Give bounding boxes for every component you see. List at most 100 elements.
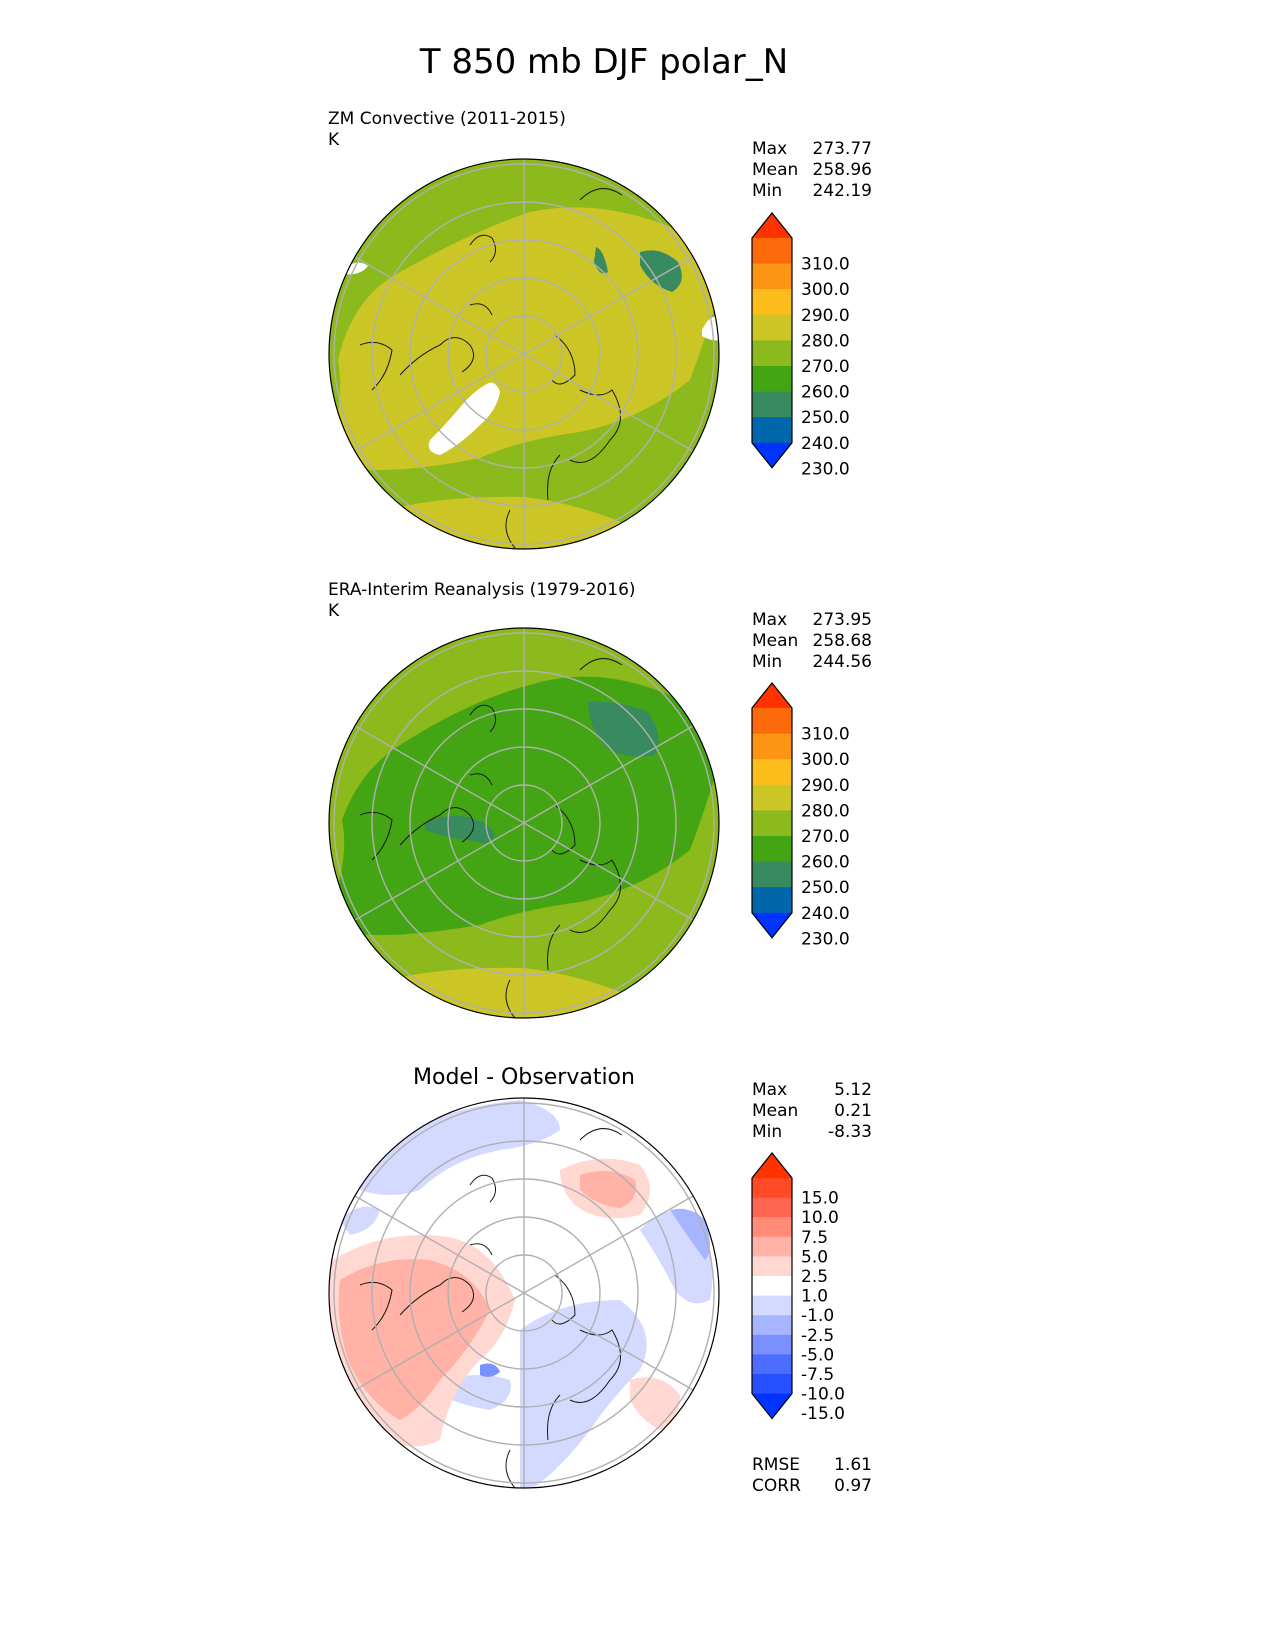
stat-max-label: Max <box>752 610 787 630</box>
graticule <box>333 1098 715 1488</box>
colorbar-segment <box>752 1315 792 1336</box>
colorbar-diff: 15.010.07.55.02.51.0-1.0-2.5-5.0-7.5-10.… <box>751 1152 845 1424</box>
colorbar-outline <box>751 1152 793 1420</box>
panel-ref-label: ERA-Interim Reanalysis (1979-2016) <box>328 580 636 600</box>
colorbar-tick-label: -2.5 <box>801 1326 834 1346</box>
colorbar-segment <box>752 1276 792 1297</box>
colorbar-segment <box>752 1197 792 1218</box>
contour-region <box>360 1100 560 1195</box>
colorbar-tick-label: 290.0 <box>801 776 850 796</box>
colorbar-segment <box>752 1178 792 1199</box>
panel-diff-stats: Max 5.12 Mean 0.21 Min -8.33 <box>752 1080 872 1142</box>
colorbar-ref: 310.0 300.0 290.0 280.0 270.0 260.0 250.0 240.0… <box>751 682 850 949</box>
metric-corr-label: CORR <box>752 1476 801 1496</box>
metric-rmse-value: 1.61 <box>834 1455 872 1475</box>
colorbar-tick-label: -5.0 <box>801 1345 834 1365</box>
map-border <box>328 627 720 1019</box>
panel-ref-stats: Max 273.95 Mean 258.68 Min 244.56 <box>752 610 872 672</box>
colorbar-segment <box>752 314 792 341</box>
colorbar-segment <box>752 861 792 888</box>
colorbar-extension-min <box>752 1393 792 1419</box>
panel-test-label: ZM Convective (2011-2015) <box>328 109 566 129</box>
colorbar-tick-label: 300.0 <box>801 280 850 300</box>
stat-max-value: 5.12 <box>834 1080 872 1100</box>
panel-test-units: K <box>328 130 340 150</box>
colorbar-segment <box>752 238 792 265</box>
colorbar-segment <box>752 733 792 760</box>
colorbar-segment <box>752 784 792 811</box>
colorbar-tick-label: 240.0 <box>801 434 850 454</box>
stat-mean-label: Mean <box>752 160 798 180</box>
panel-diff-map <box>329 1098 719 1488</box>
colorbar-segment <box>752 1354 792 1375</box>
colorbar-tick-label: 300.0 <box>801 750 850 770</box>
stat-mean-label: Mean <box>752 631 798 651</box>
colorbar-extension-min <box>752 912 792 938</box>
colorbar-tick-label: 280.0 <box>801 331 850 351</box>
colorbar-segment <box>752 289 792 316</box>
colorbar-tick-label: 250.0 <box>801 408 850 428</box>
contour-region <box>480 1363 500 1377</box>
colorbar-tick-label: 270.0 <box>801 827 850 847</box>
colorbar-tick-label: 290.0 <box>801 306 850 326</box>
panel-ref-map <box>329 628 719 1018</box>
contour-region <box>425 815 495 844</box>
stat-min-label: Min <box>752 652 782 672</box>
stat-max-value: 273.95 <box>813 610 872 630</box>
colorbar-tick-label: 2.5 <box>801 1267 828 1287</box>
colorbar-outline <box>751 682 793 939</box>
colorbar-test: 310.0 300.0 290.0 280.0 270.0 260.0 250.0 240.0… <box>751 212 850 479</box>
stat-min-value: 244.56 <box>813 652 872 672</box>
colorbar-tick-label: -15.0 <box>801 1404 845 1424</box>
colorbar-tick-label: 7.5 <box>801 1228 828 1248</box>
colorbar-segment <box>752 391 792 418</box>
stat-max-label: Max <box>752 1080 787 1100</box>
colorbar-tick-label: 280.0 <box>801 801 850 821</box>
colorbar-tick-label: -1.0 <box>801 1306 834 1326</box>
colorbar-tick-label: 10.0 <box>801 1208 839 1228</box>
stat-mean-value: 258.68 <box>813 631 872 651</box>
map-border <box>328 158 720 550</box>
stat-min-value: 242.19 <box>813 181 872 201</box>
colorbar-outline <box>751 212 793 469</box>
colorbar-segment <box>752 1236 792 1257</box>
colorbar-segment <box>752 263 792 290</box>
stat-max-value: 273.77 <box>813 139 872 159</box>
panel-diff: Model - Observation Max 5.12 M <box>328 1065 872 1496</box>
panel-test-stats: Max 273.77 Mean 258.96 Min 242.19 <box>752 139 872 201</box>
colorbar-segment <box>752 366 792 393</box>
colorbar-tick-label: 1.0 <box>801 1287 828 1307</box>
colorbar-tick-label: 310.0 <box>801 725 850 745</box>
colorbar-tick-label: 15.0 <box>801 1189 839 1209</box>
colorbar-tick-label: 260.0 <box>801 853 850 873</box>
colorbar-tick-label: 5.0 <box>801 1247 828 1267</box>
colorbar-tick-label: 260.0 <box>801 383 850 403</box>
colorbar-segment <box>752 1256 792 1277</box>
panel-diff-metrics: RMSE 1.61 CORR 0.97 <box>752 1455 872 1496</box>
map-border <box>328 1097 720 1489</box>
colorbar-tick-label: -10.0 <box>801 1385 845 1405</box>
colorbar-segment <box>752 759 792 786</box>
colorbar-extension-max <box>752 213 792 238</box>
graticule <box>333 628 715 1018</box>
colorbar-segment <box>752 887 792 914</box>
colorbar-segment <box>752 1374 792 1395</box>
colorbar-extension-max <box>752 1153 792 1178</box>
graticule <box>333 159 715 549</box>
coastlines <box>359 1128 623 1488</box>
stat-max-label: Max <box>752 139 787 159</box>
panel-ref: ERA-Interim Reanalysis (1979-2016) K Max… <box>328 580 872 1019</box>
colorbar-tick-label: 240.0 <box>801 904 850 924</box>
panel-test: ZM Convective (2011-2015) K Max 273.77 M… <box>328 109 872 550</box>
colorbar-tick-label: 230.0 <box>801 929 850 949</box>
colorbar-segment <box>752 417 792 444</box>
coastlines <box>359 188 623 549</box>
metric-rmse-label: RMSE <box>752 1455 800 1475</box>
colorbar-segment <box>752 810 792 837</box>
colorbar-extension-max <box>752 683 792 708</box>
contour-region <box>340 1206 380 1235</box>
contour-region <box>640 250 682 292</box>
panel-ref-units: K <box>328 601 340 621</box>
panel-test-map <box>329 159 719 549</box>
